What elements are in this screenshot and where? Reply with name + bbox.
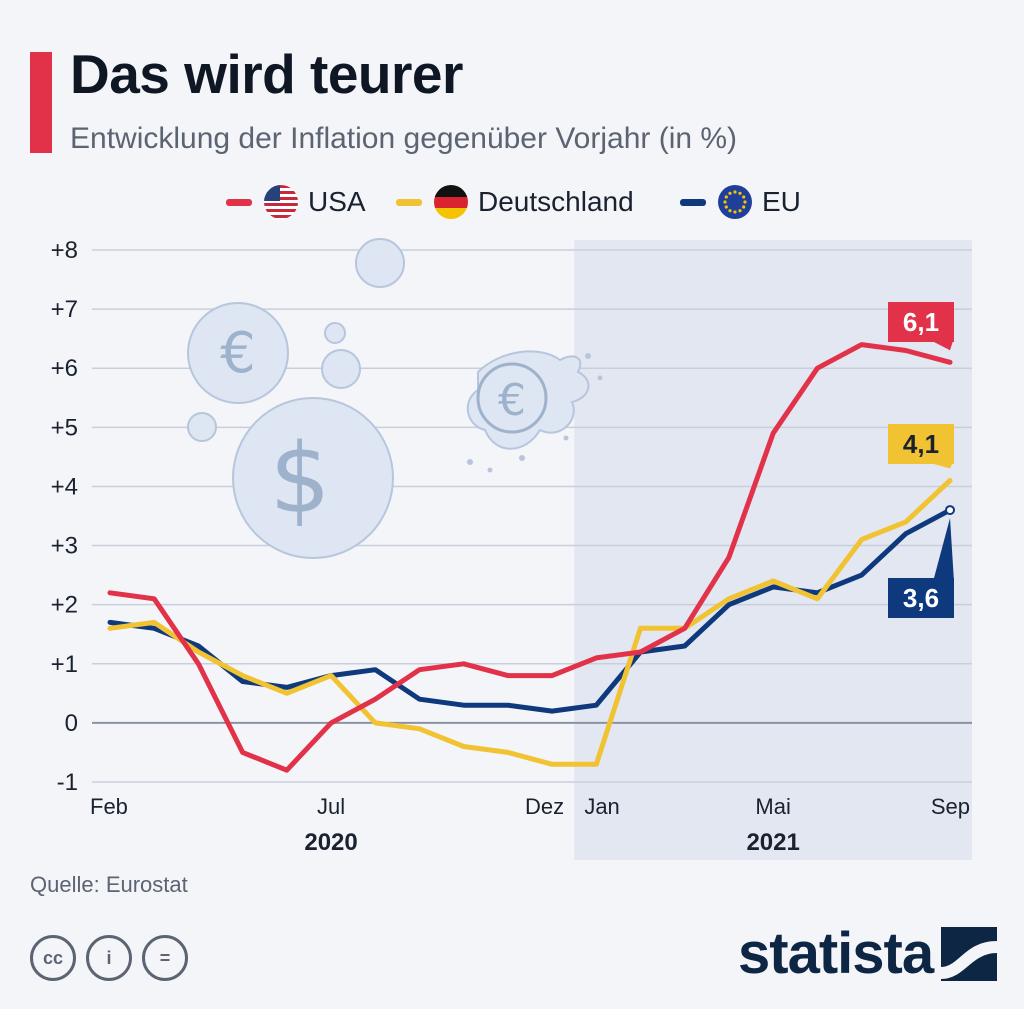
x-tick-label: Mai <box>755 794 790 819</box>
callout-value: 4,1 <box>903 429 939 459</box>
callout-box <box>888 424 954 464</box>
callout-box <box>888 578 954 618</box>
brand-logo[interactable]: statista <box>738 920 998 987</box>
bubble-icon <box>321 349 361 389</box>
cc-icon[interactable]: cc <box>30 935 76 981</box>
svg-text:€: € <box>220 321 256 386</box>
legend-item-eu: EU <box>680 180 801 224</box>
y-tick-label: -1 <box>57 769 78 796</box>
legend-label-germany: Deutschland <box>478 186 634 217</box>
y-tick-label: +1 <box>51 651 78 678</box>
by-icon[interactable]: i <box>86 935 132 981</box>
x-tick-label: Feb <box>90 794 128 819</box>
bubble-icon <box>355 238 405 288</box>
eu-flag-icon <box>718 185 752 219</box>
y-tick-label: +6 <box>51 355 78 382</box>
euro-bubble-icon <box>187 302 289 404</box>
x-tick-label: Jan <box>584 794 619 819</box>
y-tick-label: +5 <box>51 414 78 441</box>
series-line-usa <box>107 342 953 773</box>
title-accent-bar <box>30 52 52 153</box>
series-line-deutschland <box>107 478 953 767</box>
legend-line-usa <box>226 198 252 206</box>
nd-icon[interactable]: = <box>142 935 188 981</box>
legend-label-eu: EU <box>762 186 801 217</box>
svg-text:$: $ <box>269 423 330 535</box>
y-tick-label: +2 <box>51 592 78 619</box>
y-tick-label: 0 <box>65 710 78 737</box>
legend-item-germany: Deutschland <box>396 180 634 224</box>
decorative-illustration: € $ € <box>187 238 603 559</box>
burst-euro-bubble-icon: € <box>466 350 603 473</box>
callout-value: 6,1 <box>903 307 939 337</box>
y-tick-label: +7 <box>51 296 78 323</box>
value-callout-usa: 6,1 <box>888 302 954 351</box>
bubble-icon <box>187 412 217 442</box>
year-label: 2021 <box>746 829 799 856</box>
series-line-eu <box>107 507 953 714</box>
x-tick-label: Dez <box>525 794 564 819</box>
legend-label-usa: USA <box>308 186 366 217</box>
statista-logo-icon <box>941 926 998 981</box>
legend-line-germany <box>396 198 422 206</box>
year-label: 2020 <box>304 829 357 856</box>
us-flag-icon <box>264 185 298 219</box>
legend: USA Deutschland EU <box>0 180 1024 224</box>
series-end-marker <box>945 505 955 516</box>
legend-item-usa: USA <box>226 180 366 224</box>
x-tick-label: Sep <box>931 794 970 819</box>
value-callout-eu: 3,6 <box>888 518 954 618</box>
legend-line-eu <box>680 198 706 206</box>
y-tick-label: +4 <box>51 473 78 500</box>
value-callout-deutschland: 4,1 <box>888 424 954 469</box>
svg-text:€: € <box>498 375 526 426</box>
bubble-icon <box>324 322 346 344</box>
page-subtitle: Entwicklung der Inflation gegenüber Vorj… <box>70 122 738 155</box>
brand-name: statista <box>738 921 934 986</box>
line-chart: € $ € +8 +7 +6 +5 +4 +3 +2 +1 0 -1 Feb Jul Dez Jan Mai… <box>51 237 972 860</box>
source-note: Quelle: Eurostat <box>30 872 188 897</box>
germany-flag-icon <box>434 185 468 219</box>
callout-value: 3,6 <box>903 583 939 613</box>
callout-tail <box>934 518 954 582</box>
dollar-bubble-icon <box>232 397 394 559</box>
y-tick-label: +3 <box>51 533 78 560</box>
page-title: Das wird teurer <box>70 43 463 105</box>
license-icons: cc i = <box>30 935 188 981</box>
x-tick-label: Jul <box>317 794 345 819</box>
shaded-region-2021 <box>574 240 972 860</box>
callout-box <box>888 302 954 342</box>
y-tick-label: +8 <box>51 237 78 264</box>
